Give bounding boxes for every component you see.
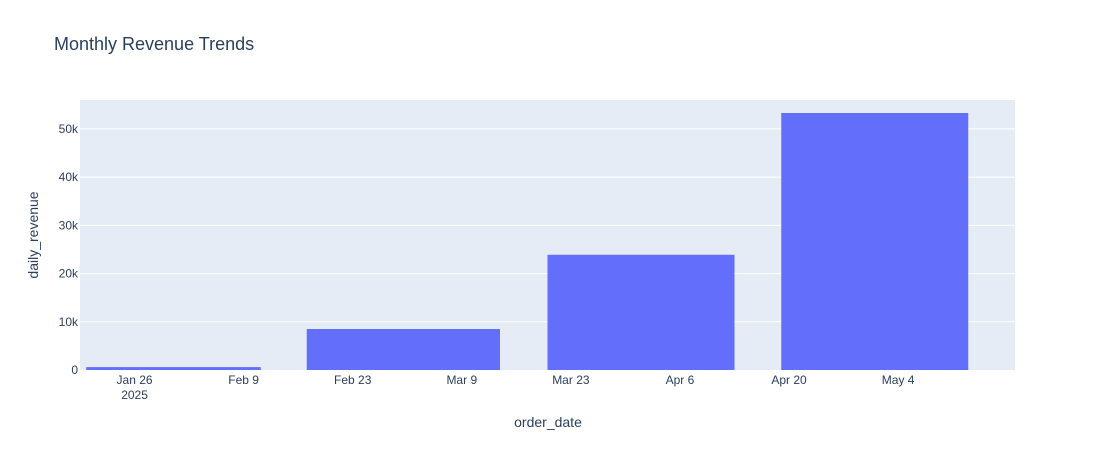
x-tick-label: Feb 9: [228, 373, 259, 387]
y-axis-ticks: 0 10k 20k 30k 40k 50k: [59, 122, 79, 377]
x-tick-label: Apr 6: [666, 373, 695, 387]
x-tick-label: Mar 9: [446, 373, 477, 387]
y-tick-label: 20k: [59, 267, 79, 281]
x-tick-year-label: 2025: [121, 388, 148, 402]
bar[interactable]: [781, 113, 969, 371]
y-tick-label: 10k: [59, 315, 79, 329]
y-axis-title: daily_revenue: [25, 191, 41, 278]
x-tick-label: Feb 23: [334, 373, 372, 387]
x-tick-label: Apr 20: [771, 373, 807, 387]
y-tick-label: 40k: [59, 170, 79, 184]
x-tick-label: Jan 26: [117, 373, 153, 387]
x-axis-title: order_date: [514, 414, 582, 430]
chart-title: Monthly Revenue Trends: [54, 34, 254, 54]
bar[interactable]: [306, 329, 500, 370]
bar[interactable]: [86, 367, 261, 370]
y-tick-label: 30k: [59, 218, 79, 232]
x-tick-label: May 4: [882, 373, 915, 387]
bars: [86, 113, 969, 371]
y-tick-label: 0: [71, 363, 78, 377]
x-tick-label: Mar 23: [552, 373, 590, 387]
y-tick-label: 50k: [59, 122, 79, 136]
bar[interactable]: [547, 254, 735, 370]
